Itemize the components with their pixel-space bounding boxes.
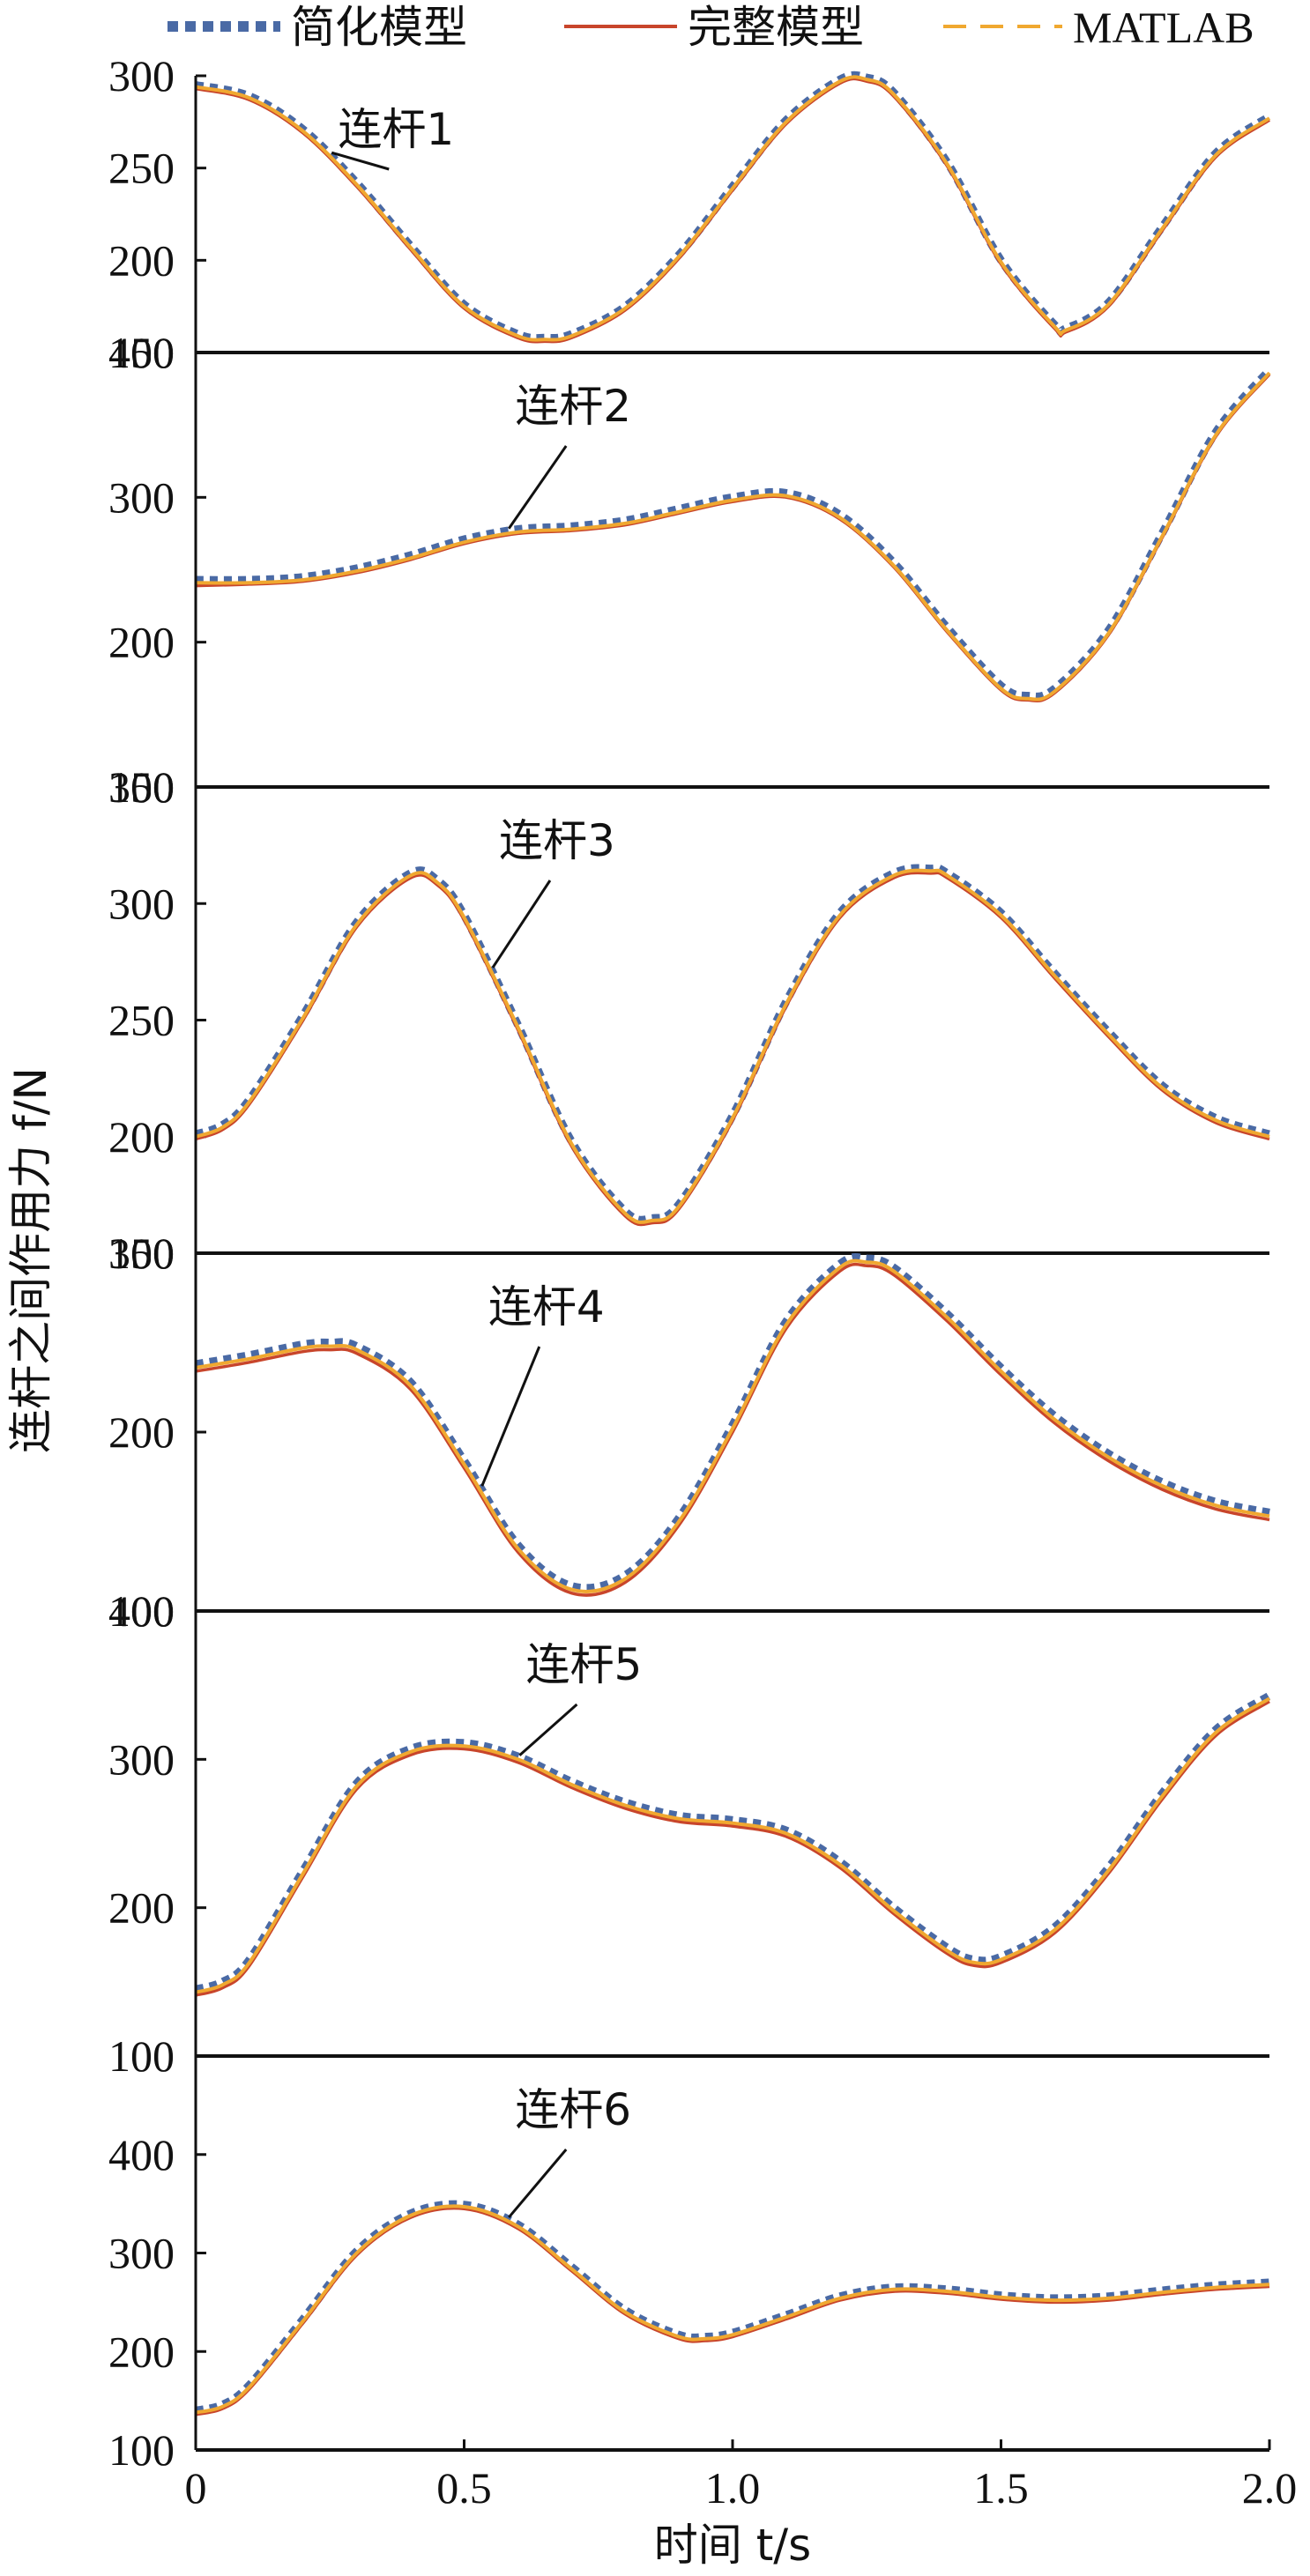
x-tick-label: 1.5 bbox=[973, 2463, 1029, 2513]
y-tick-label: 400 bbox=[108, 328, 175, 377]
series-line-1 bbox=[195, 2200, 1270, 2415]
series-line-3 bbox=[195, 75, 1271, 342]
series-line-3 bbox=[195, 868, 1270, 1224]
y-tick-label: 400 bbox=[108, 2130, 175, 2179]
panel-1: 150 200 250 300 连杆1 bbox=[108, 51, 1272, 377]
y-tick-label: 200 bbox=[108, 1407, 175, 1457]
series-line-3 bbox=[195, 1258, 1270, 1593]
annotation-leader-line bbox=[491, 880, 552, 969]
series-line-1 bbox=[195, 367, 1273, 701]
series-line-2 bbox=[195, 1700, 1270, 1997]
panel-5: 100 200 300 400 连杆5 bbox=[108, 1586, 1272, 2081]
legend-label: 简化模型 bbox=[291, 2, 467, 53]
series-annotation: 连杆5 bbox=[525, 1639, 642, 1690]
x-axis-title: 时间 t/s bbox=[654, 2520, 811, 2571]
series-line-3 bbox=[195, 2204, 1270, 2415]
y-tick-label: 200 bbox=[108, 2327, 175, 2376]
panel-3: 150 200 250 300 350 连杆3 bbox=[108, 762, 1271, 1278]
series-line-3 bbox=[195, 371, 1271, 702]
y-tick-label: 200 bbox=[108, 618, 175, 667]
x-tick-label: 1.0 bbox=[705, 2463, 761, 2513]
panel-6: 100 200 300 400 连杆6 bbox=[108, 2084, 1270, 2475]
annotation-leader-line bbox=[507, 445, 568, 530]
x-tick-label: 2.0 bbox=[1242, 2463, 1298, 2513]
panel-2: 100 200 300 400 连杆2 bbox=[108, 328, 1273, 812]
y-tick-label: 300 bbox=[108, 472, 175, 522]
annotation-leader-line bbox=[518, 1703, 578, 1756]
y-tick-label: 150 bbox=[108, 1229, 175, 1278]
y-tick-label: 300 bbox=[108, 51, 175, 100]
annotation-leader-line bbox=[508, 2149, 568, 2219]
x-tick-label: 0 bbox=[185, 2463, 207, 2513]
y-tick-label: 300 bbox=[108, 879, 175, 928]
series-line-1 bbox=[194, 864, 1271, 1224]
y-tick-label: 300 bbox=[108, 1734, 175, 1784]
y-tick-label: 250 bbox=[108, 996, 175, 1045]
legend-item-1: 简化模型 bbox=[167, 2, 467, 53]
legend-item-2: 完整模型 bbox=[564, 2, 864, 53]
y-tick-label: 200 bbox=[108, 1883, 175, 1933]
y-tick-label: 150 bbox=[108, 328, 175, 377]
series-annotation: 连杆1 bbox=[338, 104, 454, 155]
chart-panels: 150 200 250 300 连杆1 100 200 300 400 连杆2 150 200 250 3… bbox=[108, 51, 1273, 2475]
annotation-leader-line bbox=[480, 1346, 541, 1487]
legend-item-3: MATLAB bbox=[943, 3, 1254, 52]
series-annotation: 连杆6 bbox=[515, 2084, 631, 2135]
annotation-leader-line bbox=[331, 151, 390, 171]
y-tick-label: 100 bbox=[108, 2031, 175, 2081]
panel-4: 100 200 300 连杆4 bbox=[108, 1229, 1270, 1636]
y-tick-label: 400 bbox=[108, 1586, 175, 1636]
y-tick-label: 100 bbox=[108, 2425, 175, 2475]
series-line-3 bbox=[195, 1696, 1271, 1994]
series-line-2 bbox=[195, 2206, 1270, 2416]
legend-label: MATLAB bbox=[1073, 3, 1254, 52]
y-tick-label: 350 bbox=[108, 762, 175, 812]
series-annotation: 连杆4 bbox=[488, 1281, 605, 1333]
series-line-1 bbox=[194, 1692, 1272, 1993]
legend-label: 完整模型 bbox=[688, 2, 864, 53]
y-tick-label: 200 bbox=[108, 235, 175, 285]
x-axis: 0 0.5 1.0 1.5 2.0 bbox=[185, 2439, 1298, 2513]
y-tick-label: 200 bbox=[108, 1112, 175, 1162]
y-tick-label: 300 bbox=[108, 2229, 175, 2278]
series-annotation: 连杆3 bbox=[499, 815, 615, 866]
x-tick-label: 0.5 bbox=[436, 2463, 492, 2513]
y-axis-title: 连杆之间作用力 f/N bbox=[5, 1067, 56, 1453]
legend: 简化模型 完整模型 MATLAB bbox=[167, 2, 1254, 53]
series-line-1 bbox=[195, 1252, 1270, 1592]
y-tick-label: 100 bbox=[108, 1586, 175, 1636]
series-annotation: 连杆2 bbox=[515, 381, 631, 432]
series-line-2 bbox=[195, 373, 1271, 703]
y-tick-label: 300 bbox=[108, 1229, 175, 1278]
y-tick-label: 250 bbox=[108, 144, 175, 193]
y-tick-label: 100 bbox=[108, 762, 175, 812]
